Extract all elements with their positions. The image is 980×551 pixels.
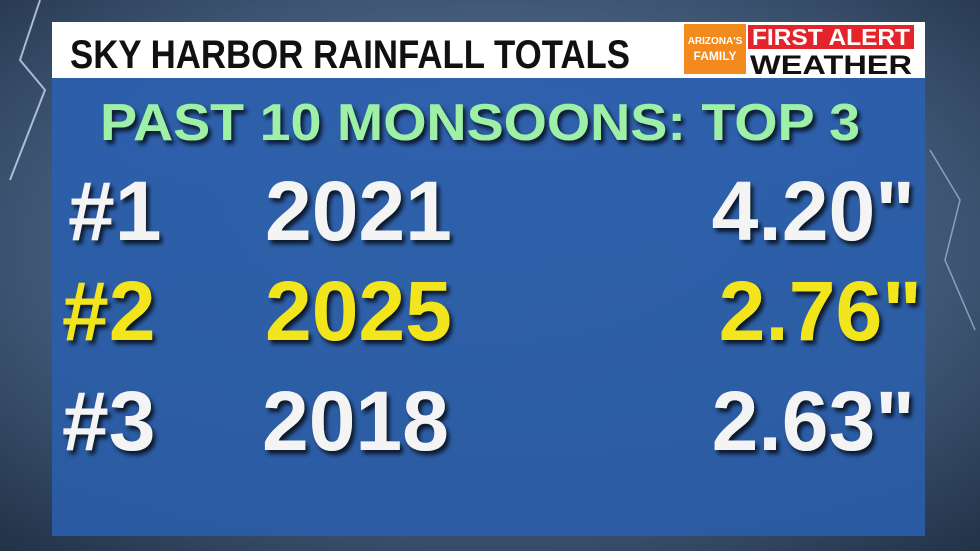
year: 2025 xyxy=(265,264,452,358)
rank: #1 xyxy=(68,164,161,258)
row: #2 2025 2.76" xyxy=(62,264,922,358)
title: SKY HARBOR RAINFALL TOTALS xyxy=(70,33,630,77)
brand-top: FIRST ALERT xyxy=(752,24,910,50)
station-top: ARIZONA'S xyxy=(688,36,743,47)
lightning xyxy=(929,149,976,331)
subtitle: PAST 10 MONSOONS: TOP 3 xyxy=(100,94,860,152)
station-logo xyxy=(684,24,746,74)
amount: 2.63" xyxy=(712,374,915,468)
rank: #2 xyxy=(62,264,155,358)
row: #1 2021 4.20" xyxy=(68,164,915,258)
brand-box xyxy=(748,25,914,49)
station-bottom: FAMILY xyxy=(694,49,737,63)
brand-bottom: WEATHER xyxy=(750,50,912,80)
amount: 2.76" xyxy=(719,264,922,358)
year: 2018 xyxy=(262,374,449,468)
row: #3 2018 2.63" xyxy=(62,374,915,468)
amount: 4.20" xyxy=(712,164,915,258)
rank: #3 xyxy=(62,374,155,468)
panel xyxy=(52,78,925,536)
lightning xyxy=(9,0,47,181)
year: 2021 xyxy=(265,164,452,258)
rows: #1 2021 4.20" #2 2025 2.76" #3 2018 2.63" xyxy=(62,164,922,468)
